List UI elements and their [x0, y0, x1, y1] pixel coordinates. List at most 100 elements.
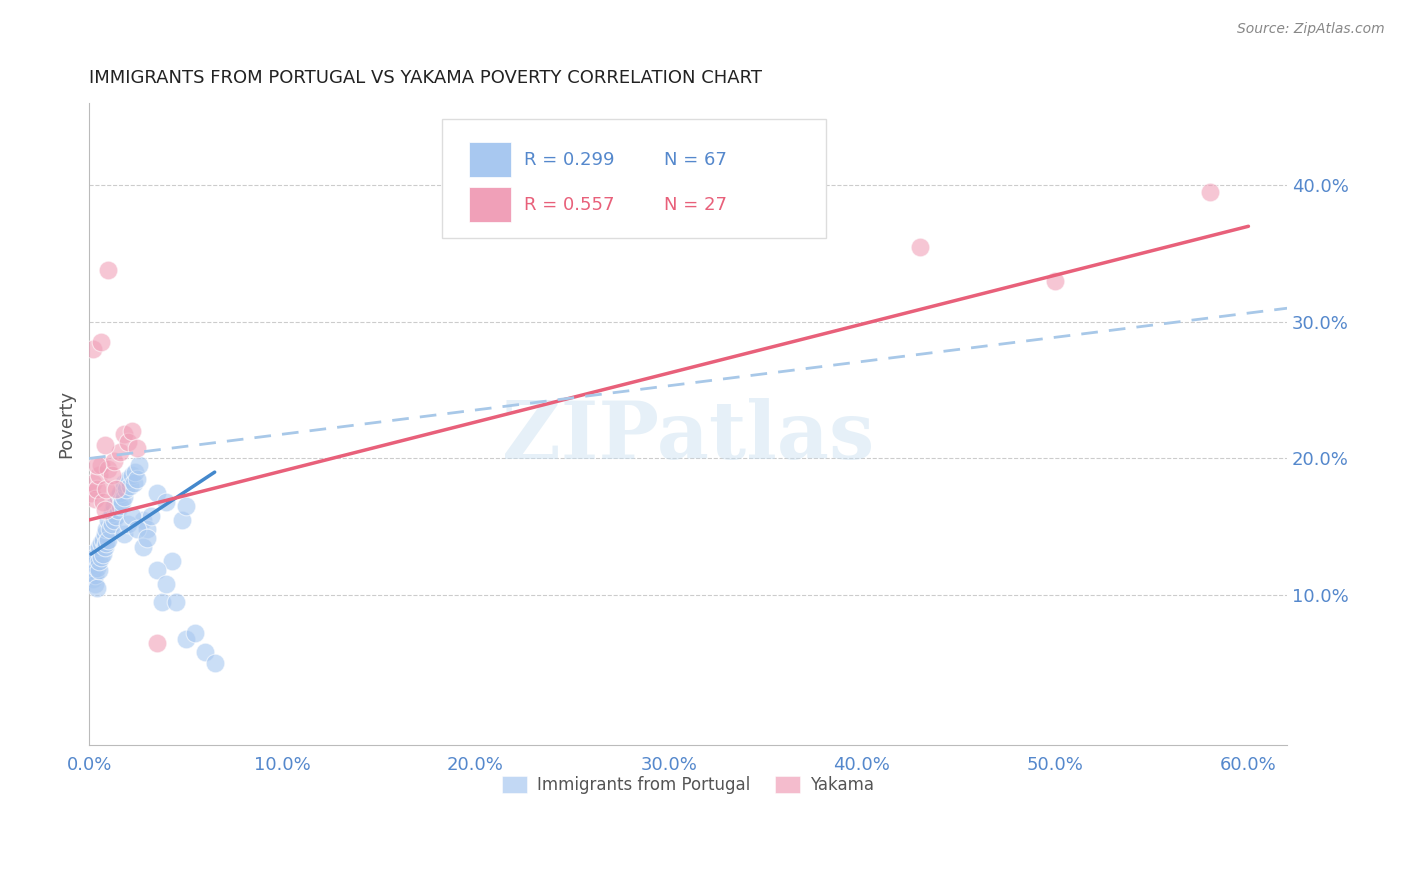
Point — [174, 500, 197, 514]
Point — [152, 595, 174, 609]
Point — [91, 547, 114, 561]
Point — [91, 495, 114, 509]
Text: N = 67: N = 67 — [664, 151, 727, 169]
Point — [91, 533, 114, 548]
Point — [82, 572, 104, 586]
FancyBboxPatch shape — [443, 120, 825, 238]
Point — [1045, 274, 1067, 288]
Point — [121, 424, 143, 438]
Point — [139, 508, 162, 523]
Point — [108, 500, 131, 514]
Point — [107, 503, 129, 517]
Point — [93, 541, 115, 555]
Point — [93, 526, 115, 541]
Point — [117, 472, 139, 486]
Point — [908, 240, 931, 254]
Point — [136, 531, 159, 545]
Point — [155, 577, 177, 591]
Point — [80, 554, 103, 568]
Point — [174, 632, 197, 646]
Point — [87, 541, 110, 555]
Point — [136, 523, 159, 537]
Point — [128, 458, 150, 473]
Point — [98, 523, 121, 537]
Point — [184, 626, 207, 640]
Point — [86, 560, 108, 574]
Point — [80, 547, 103, 561]
Point — [87, 564, 110, 578]
Point — [132, 541, 155, 555]
Point — [97, 462, 120, 476]
Point — [194, 645, 217, 659]
Point — [117, 435, 139, 450]
Point — [101, 506, 124, 520]
Point — [111, 495, 134, 509]
Point — [124, 465, 146, 479]
Point — [90, 458, 112, 473]
Point — [108, 485, 131, 500]
Point — [160, 554, 183, 568]
Point — [97, 513, 120, 527]
Point — [145, 636, 167, 650]
Legend: Immigrants from Portugal, Yakama: Immigrants from Portugal, Yakama — [495, 770, 882, 801]
Point — [103, 500, 125, 514]
Point — [127, 441, 149, 455]
Text: N = 27: N = 27 — [664, 195, 727, 214]
Point — [114, 482, 136, 496]
Point — [93, 438, 115, 452]
Point — [86, 581, 108, 595]
Point — [121, 467, 143, 482]
Point — [83, 492, 105, 507]
Point — [155, 495, 177, 509]
Point — [83, 549, 105, 564]
Text: R = 0.299: R = 0.299 — [524, 151, 614, 169]
Point — [117, 516, 139, 531]
Point — [82, 342, 104, 356]
Point — [96, 536, 118, 550]
Point — [90, 335, 112, 350]
Point — [82, 558, 104, 572]
Point — [121, 508, 143, 523]
Point — [145, 485, 167, 500]
Point — [112, 490, 135, 504]
Point — [145, 564, 167, 578]
Point — [170, 513, 193, 527]
Point — [108, 444, 131, 458]
Point — [1198, 185, 1220, 199]
Point — [101, 516, 124, 531]
Point — [112, 426, 135, 441]
Point — [105, 482, 128, 496]
Point — [103, 513, 125, 527]
Point — [101, 467, 124, 482]
Point — [80, 567, 103, 582]
Point — [90, 536, 112, 550]
Point — [82, 564, 104, 578]
FancyBboxPatch shape — [468, 186, 510, 222]
Point — [118, 479, 141, 493]
Point — [97, 263, 120, 277]
Point — [83, 567, 105, 582]
Point — [204, 657, 226, 671]
Point — [103, 454, 125, 468]
Point — [86, 458, 108, 473]
Point — [132, 513, 155, 527]
Point — [96, 482, 118, 496]
Point — [90, 549, 112, 564]
Point — [83, 577, 105, 591]
Point — [87, 467, 110, 482]
Point — [127, 523, 149, 537]
Point — [93, 503, 115, 517]
Point — [87, 554, 110, 568]
Point — [105, 508, 128, 523]
Point — [112, 476, 135, 491]
Point — [82, 476, 104, 491]
Point — [165, 595, 187, 609]
Point — [96, 523, 118, 537]
Text: Source: ZipAtlas.com: Source: ZipAtlas.com — [1237, 22, 1385, 37]
Point — [80, 485, 103, 500]
Point — [86, 482, 108, 496]
Point — [127, 472, 149, 486]
FancyBboxPatch shape — [468, 142, 510, 178]
Point — [122, 476, 145, 491]
Point — [107, 490, 129, 504]
